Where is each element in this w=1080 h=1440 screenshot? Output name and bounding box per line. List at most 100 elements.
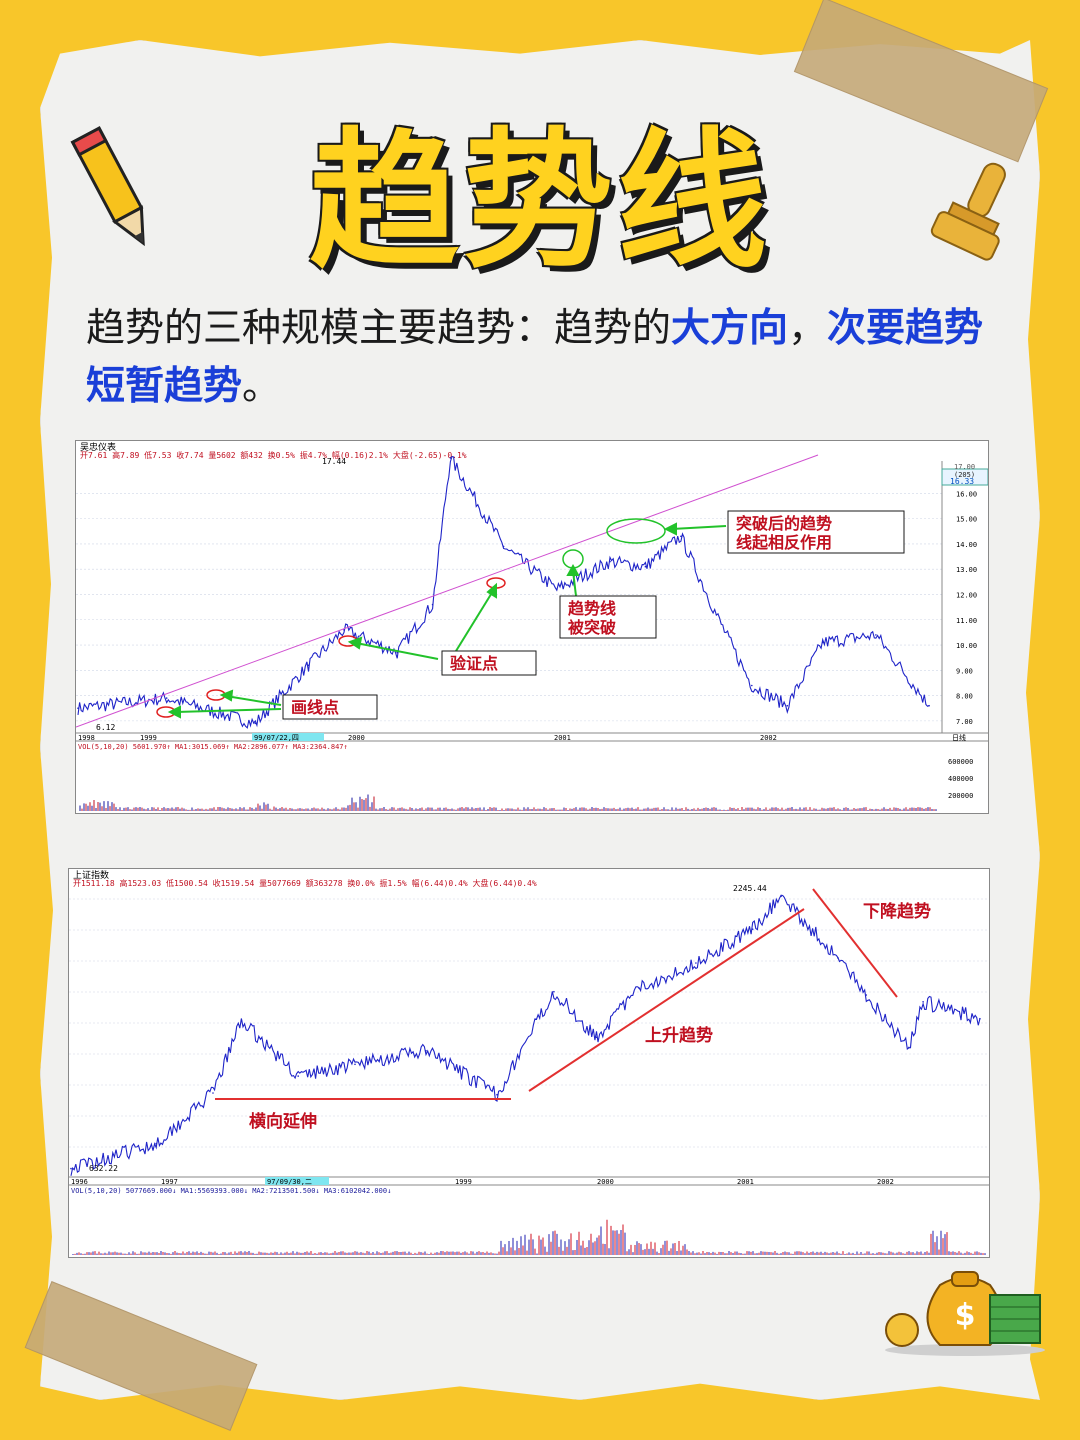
pencil-icon (70, 126, 145, 247)
c2-x-2000: 2000 (597, 1178, 614, 1186)
c2-x-cursor: 97/09/30,二 (267, 1178, 312, 1186)
c2-low-label: 632.22 (89, 1164, 118, 1173)
c2-x-1997: 1997 (161, 1178, 178, 1186)
c1-point (875, 634, 877, 636)
svg-text:$: $ (955, 1298, 976, 1333)
money-bag-icon: $ (885, 1271, 1045, 1356)
c2-point (638, 987, 640, 990)
c1-point (715, 613, 718, 616)
c2-point (553, 990, 555, 993)
c2-point (695, 962, 697, 964)
c1-y-tick: 10.00 (956, 642, 977, 650)
c1-point (502, 545, 505, 548)
page-title: 趋势线 (308, 115, 771, 289)
c2-volume-label: VOL(5,10,20) 5077669.000↓ MA1:5569393.00… (71, 1187, 391, 1195)
c2-point (865, 994, 868, 996)
c1-point (396, 651, 399, 654)
c2-point (212, 1092, 214, 1094)
c1-x-1999: 1999 (140, 734, 157, 742)
c1-point (77, 707, 79, 709)
c2-point (496, 1093, 498, 1096)
c1-x-2001: 2001 (554, 734, 571, 742)
c1-circle-after (606, 518, 666, 544)
chart-wuzhong: 吴忠仪表 开7.61 高7.89 低7.53 收7.74 量5602 额432 … (75, 440, 989, 814)
c2-downtrend-line (812, 888, 898, 998)
c2-note-down: 下降趋势 (863, 901, 931, 922)
c1-point (928, 704, 930, 707)
c2-point (354, 1063, 356, 1066)
intro-hl-short: 短暂趋势 (86, 364, 243, 409)
c2-price-line (70, 894, 981, 1176)
c1-point (786, 704, 789, 707)
c1-low-label: 6.12 (96, 723, 115, 732)
c1-stats: 开7.61 高7.89 低7.53 收7.74 量5602 额432 换0.5%… (80, 450, 467, 460)
c2-high-label: 2245.44 (733, 884, 767, 893)
c2-stats: 开1511.18 高1523.03 低1500.54 收1519.54 量507… (73, 878, 537, 888)
c1-note-draw: 画线点 (291, 698, 339, 717)
c1-y-tick: 16.00 (956, 490, 977, 498)
c1-y-tick: 11.00 (956, 617, 977, 625)
c2-note-flat: 横向延伸 (249, 1111, 317, 1132)
c1-vol-tick-2: 200000 (948, 792, 973, 800)
c1-point (680, 535, 682, 538)
stamp-icon (930, 162, 1006, 261)
c1-point (609, 560, 611, 563)
c1-point (821, 641, 824, 644)
c1-x-2000: 2000 (348, 734, 365, 742)
c1-x-1998: 1998 (78, 734, 95, 742)
c1-point (449, 457, 452, 459)
chart-shanghai-index: 上证指数 开1511.18 高1523.03 低1500.54 收1519.54… (68, 868, 990, 1258)
c1-trendline (75, 454, 819, 728)
c1-y-tick: 8.00 (956, 693, 973, 701)
c1-note-verify: 验证点 (450, 654, 498, 673)
c1-y-tick: 14.00 (956, 541, 977, 549)
c2-x-2001: 2001 (737, 1178, 754, 1186)
c2-x-2002: 2002 (877, 1178, 894, 1186)
intro-sep: ， (788, 306, 828, 351)
c2-name-label: 上证指数 (73, 869, 109, 881)
c1-y-tick: 15.00 (956, 516, 977, 524)
c1-pricebox-2: 16.33 (950, 477, 974, 486)
c2-point (751, 928, 754, 930)
intro-line1-pre: 趋势的三种规模主要趋势：趋势的 (86, 306, 672, 351)
chart-shanghai-svg: 上证指数 开1511.18 高1523.03 低1500.54 收1519.54… (69, 869, 989, 1255)
c1-x-daily: 日线 (952, 733, 966, 742)
c2-point (595, 1036, 598, 1039)
c1-y-tick: 9.00 (956, 667, 973, 675)
chart-wuzhong-svg: 吴忠仪表 开7.61 高7.89 低7.53 收7.74 量5602 额432 … (75, 441, 989, 811)
c1-point (307, 664, 310, 667)
c1-point (751, 684, 753, 687)
c1-pricebox-0: 17.00 (954, 463, 975, 471)
c1-vol-tick-0: 600000 (948, 758, 973, 766)
c1-point (254, 722, 257, 725)
c2-point (922, 1001, 924, 1003)
c2-x-1999: 1999 (455, 1178, 472, 1186)
c2-point (837, 957, 839, 959)
intro-hl-major: 大方向 (671, 306, 789, 351)
c1-point (556, 588, 558, 591)
c1-vol-tick-1: 400000 (948, 775, 973, 783)
c1-y-tick: 7.00 (956, 718, 973, 726)
c1-price-line (77, 455, 930, 729)
c1-name-label: 吴忠仪表 (80, 441, 116, 453)
c2-point (240, 1019, 243, 1022)
c2-point (70, 1167, 72, 1170)
c1-point (165, 697, 168, 699)
c2-note-up: 上升趋势 (645, 1025, 713, 1046)
c2-uptrend-line (528, 908, 805, 1092)
c1-y-tick: 12.00 (956, 591, 977, 599)
c1-x-cursor: 99/07/22,四 (254, 734, 299, 742)
c1-x-2002: 2002 (760, 734, 777, 742)
c1-point (431, 603, 434, 606)
c1-y-tick: 13.00 (956, 566, 977, 574)
c2-point (780, 895, 782, 898)
intro-hl-minor: 次要趋势 (827, 306, 984, 351)
c1-volume-label: VOL(5,10,20) 5601.970↑ MA1:3015.069↑ MA2… (78, 743, 348, 751)
c1-high-label: 17.44 (322, 457, 346, 466)
c1-note-broken: 趋势线被突破 (568, 599, 616, 637)
c1-note-after-break: 突破后的趋势线起相反作用 (736, 514, 832, 552)
c2-point (908, 1046, 910, 1049)
c2-point (297, 1075, 299, 1077)
c1-point (343, 629, 345, 631)
c2-point (979, 1017, 981, 1020)
